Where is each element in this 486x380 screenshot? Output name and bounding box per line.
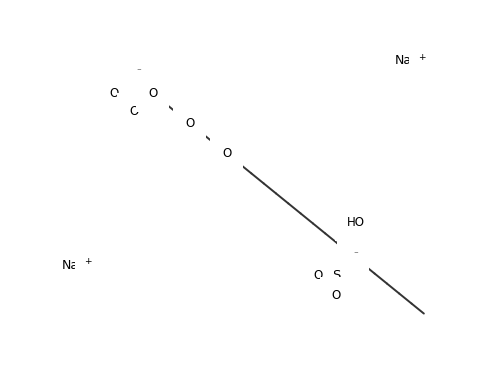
Text: S: S <box>129 87 138 100</box>
Text: Na: Na <box>395 54 412 68</box>
Text: O: O <box>129 105 138 117</box>
Text: ⁻: ⁻ <box>137 67 141 76</box>
Text: O: O <box>348 253 358 266</box>
Text: +: + <box>417 53 425 62</box>
Text: ⁻: ⁻ <box>353 250 358 260</box>
Text: Na: Na <box>62 258 79 272</box>
Text: +: + <box>84 257 92 266</box>
Text: O: O <box>185 117 194 130</box>
Text: O: O <box>313 269 322 282</box>
Text: O: O <box>129 69 138 82</box>
Text: HO: HO <box>347 216 365 229</box>
Text: O: O <box>331 288 341 302</box>
Text: S: S <box>332 269 340 282</box>
Text: O: O <box>110 87 119 100</box>
Text: O: O <box>148 87 157 100</box>
Text: O: O <box>222 147 231 160</box>
